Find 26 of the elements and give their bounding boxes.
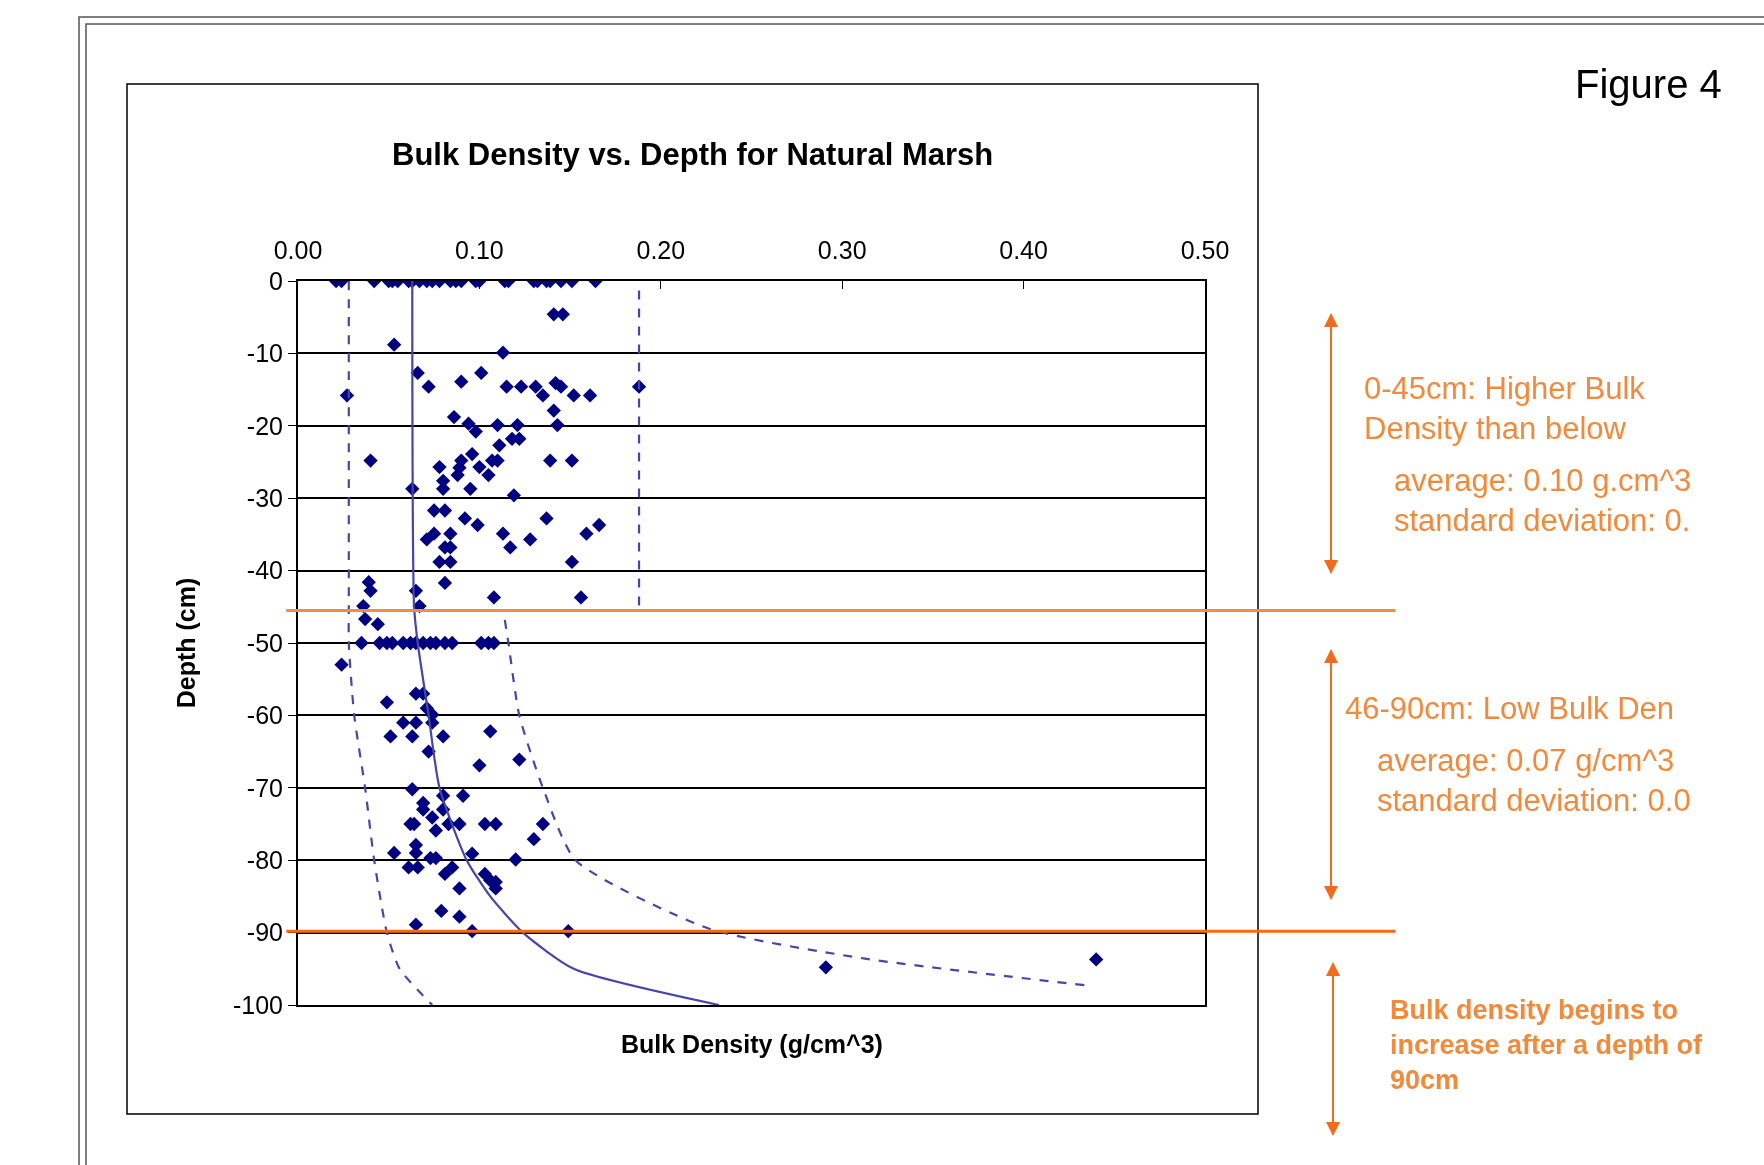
y-tick-label: 0 (269, 266, 283, 295)
text: 46-90cm: Low Bulk Den (1345, 691, 1675, 726)
x-tick-label: 0.20 (636, 236, 686, 264)
x-tick-label: 0.30 (817, 236, 867, 264)
y-tick-label: -30 (246, 483, 283, 512)
x-tick-label: 0.10 (455, 236, 504, 264)
text: Bulk density begins to increase after a depth of 90cm (1390, 995, 1704, 1096)
y-tick-label: -40 (246, 556, 283, 585)
y-tick-label: -50 (246, 628, 283, 657)
text: average: 0.10 g.cm^3 standard deviation: 0. (1394, 463, 1692, 539)
y-tick-label: -70 (246, 773, 283, 802)
x-tick-label: 0.50 (1180, 236, 1230, 264)
text: average: 0.07 g/cm^3 standard deviation: 0.0 (1377, 743, 1691, 819)
x-tick-label: 0.00 (273, 236, 323, 264)
y-tick-label: -10 (246, 339, 283, 368)
y-tick-label: -80 (246, 845, 283, 874)
x-tick-label: 0.40 (999, 236, 1048, 264)
x-axis-title: Bulk Density (g/cm^3) (621, 1030, 883, 1058)
caption: Figure 4 (1575, 62, 1722, 106)
y-tick-label: -100 (232, 990, 283, 1019)
text: 0-45cm: Higher Bulk Density than below (1364, 371, 1646, 447)
y-tick-label: -20 (246, 411, 283, 440)
y-axis-title: Depth (cm) (172, 577, 201, 709)
chart-title: Bulk Density vs. Depth for Natural Marsh (392, 137, 994, 172)
y-tick-label: -90 (246, 918, 283, 947)
y-tick-label: -60 (246, 701, 283, 730)
